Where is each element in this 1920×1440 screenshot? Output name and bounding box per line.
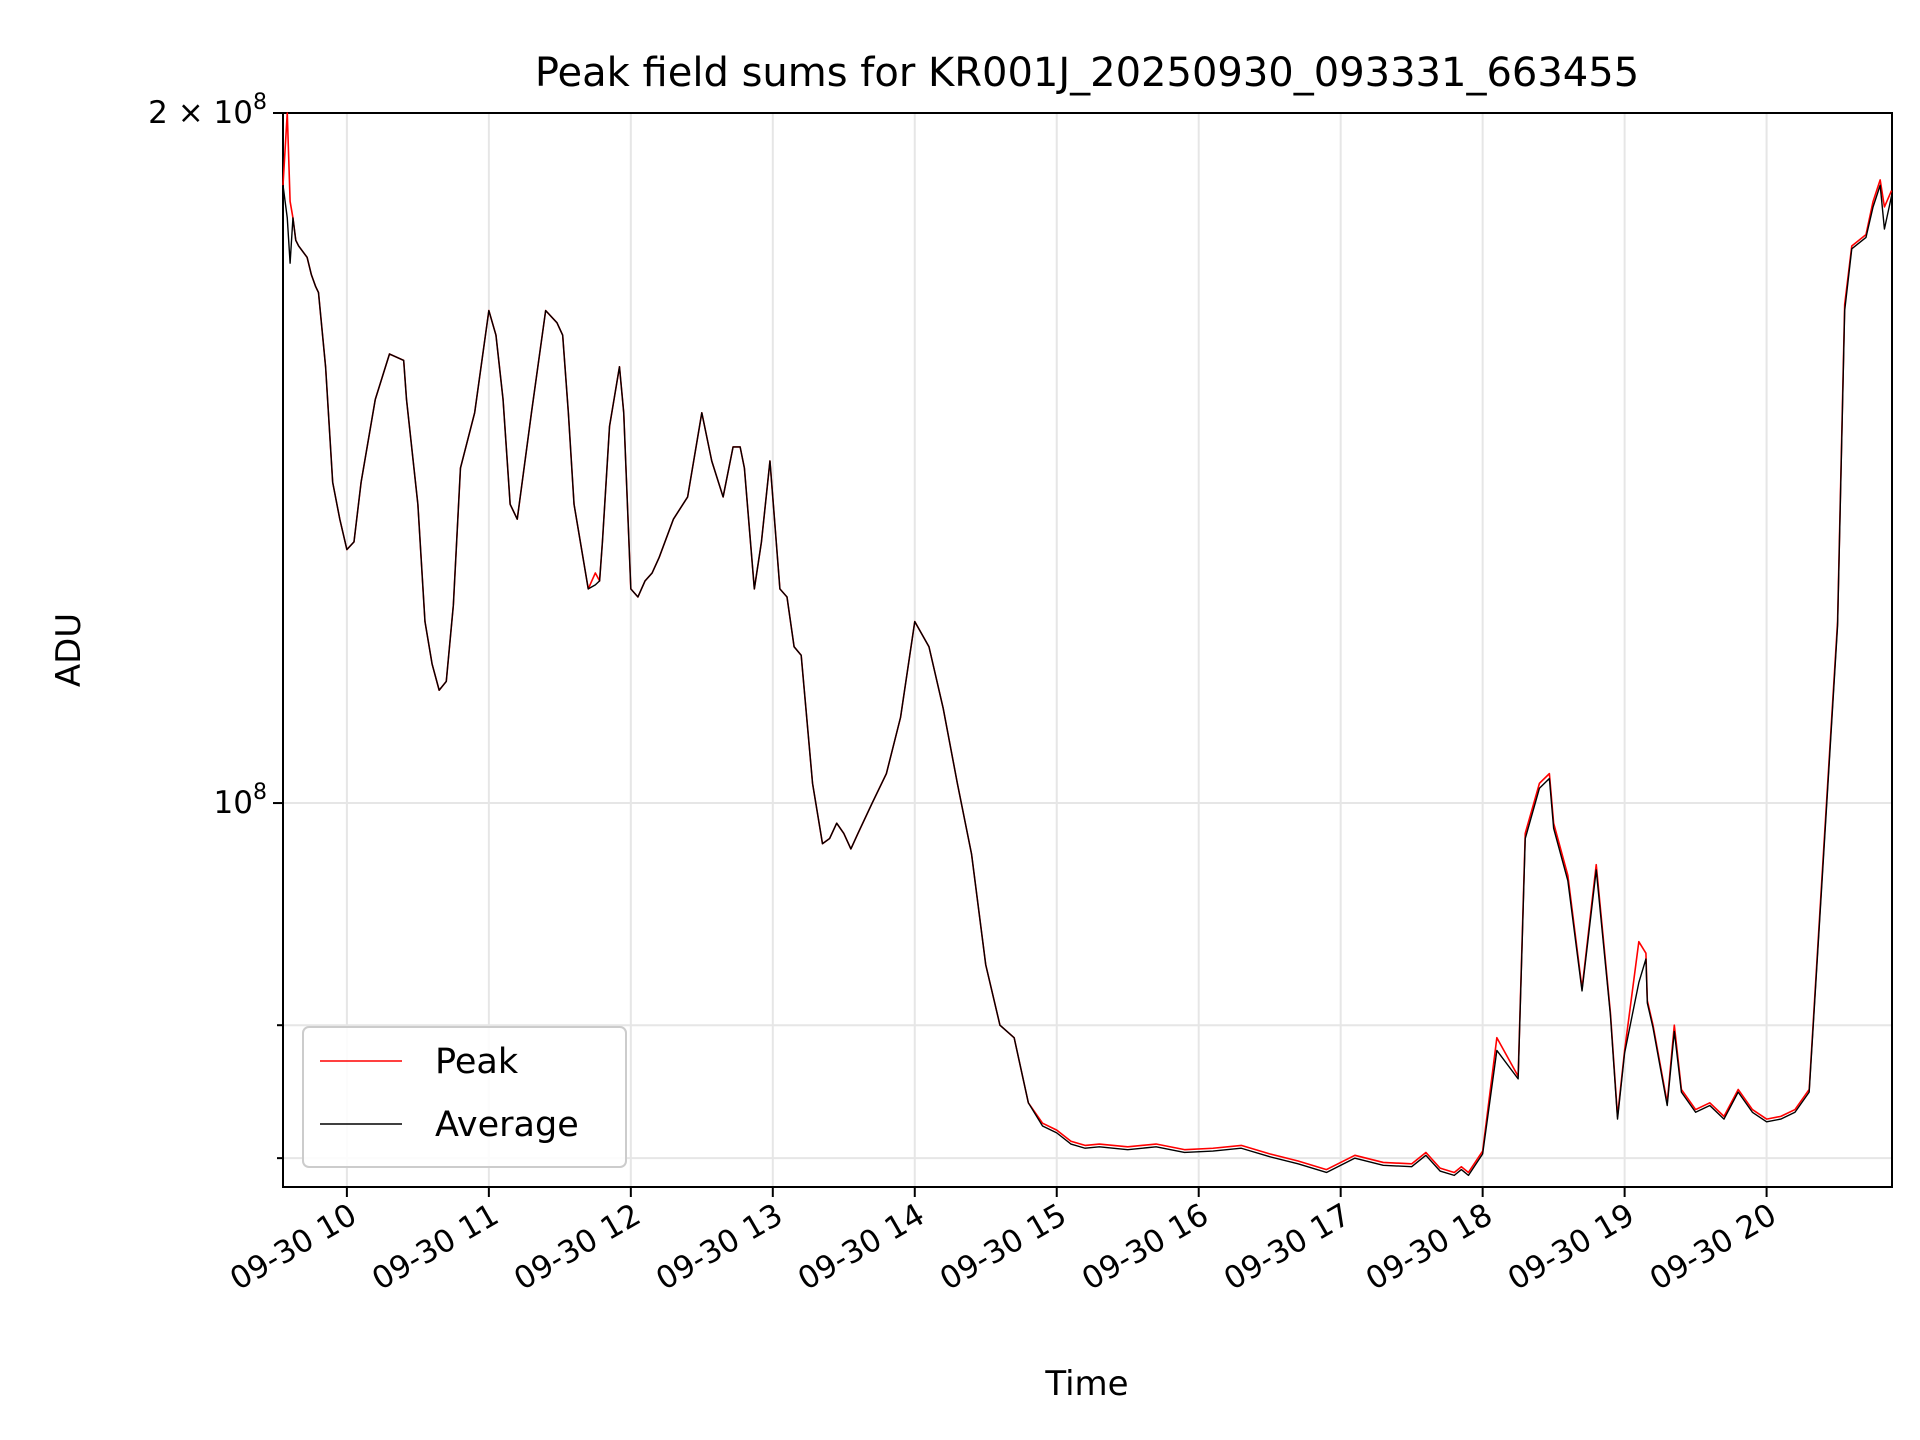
y-tick-label: 108 (214, 780, 267, 821)
x-axis-label: Time (1044, 1364, 1128, 1404)
legend-label-peak: Peak (435, 1042, 519, 1082)
y-axis-label: ADU (49, 613, 89, 687)
chart-title: Peak field sums for KR001J_20250930_0933… (535, 50, 1639, 96)
y-axis: 108 2 × 108 (148, 90, 283, 1160)
series-line-average (282, 184, 1893, 1177)
y-tick-label: 2 × 108 (148, 90, 267, 131)
series-layer (282, 112, 1893, 1177)
plot-frame (282, 112, 1893, 1188)
legend: Peak Average (302, 1026, 627, 1168)
legend-box (302, 1026, 627, 1168)
grid-layer (283, 112, 1892, 1187)
legend-label-average: Average (435, 1105, 579, 1145)
